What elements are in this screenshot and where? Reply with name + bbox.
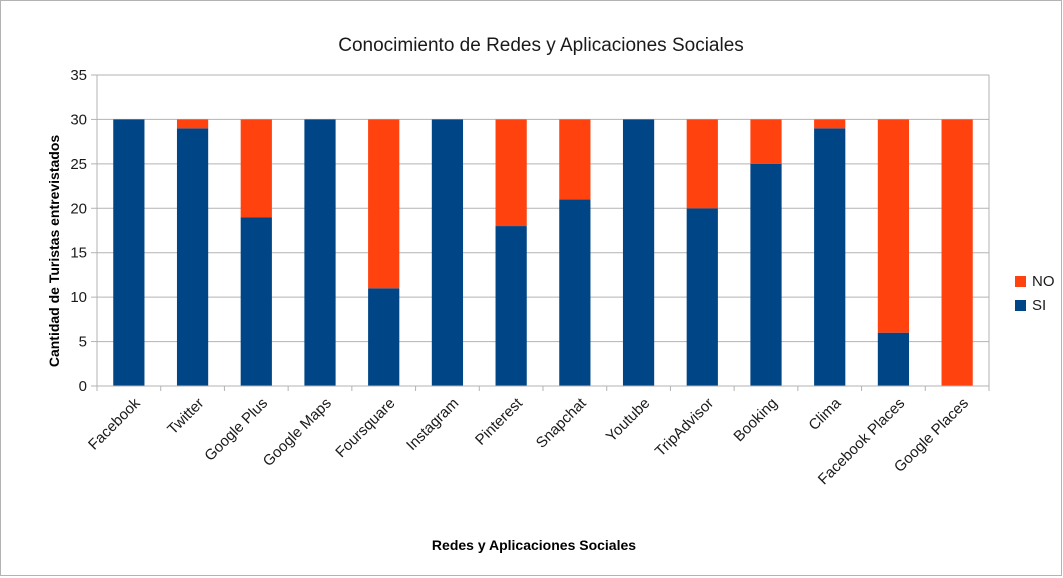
x-tick-label: Facebook xyxy=(85,394,144,453)
bar-si xyxy=(814,128,846,387)
legend-label-si: SI xyxy=(1032,297,1046,314)
x-tick-label: Clima xyxy=(805,394,845,434)
bar-si xyxy=(877,332,910,386)
x-axis-title: Redes y Aplicaciones Sociales xyxy=(432,537,636,553)
bar-si xyxy=(176,128,209,387)
legend-swatch-no xyxy=(1015,276,1026,287)
y-axis-title: Cantidad de Turistas entrevistados xyxy=(46,135,62,368)
x-tick-label: TripAdvisor xyxy=(652,395,717,460)
y-tick-label: 25 xyxy=(70,156,87,173)
y-tick-label: 35 xyxy=(70,67,87,84)
bar-no xyxy=(814,119,846,129)
x-tick-label: Snapchat xyxy=(533,394,590,451)
x-tick-label: Booking xyxy=(730,395,780,445)
y-tick-label: 0 xyxy=(79,378,87,395)
bar-si xyxy=(431,119,464,386)
x-tick-label: Youtube xyxy=(603,395,654,446)
bar-si xyxy=(240,217,272,386)
x-tick-label: Twitter xyxy=(164,395,207,438)
bar-no xyxy=(686,119,718,209)
legend-swatch-si xyxy=(1015,300,1026,311)
legend-label-no: NO xyxy=(1032,273,1055,290)
y-tick-label: 20 xyxy=(70,200,87,217)
bar-no xyxy=(877,119,910,333)
y-axis-ticks: 0 5 10 15 20 25 30 35 xyxy=(70,67,87,395)
grid-lines xyxy=(91,74,990,387)
y-tick-label: 10 xyxy=(70,289,87,306)
chart-title: Conocimiento de Redes y Aplicaciones Soc… xyxy=(338,35,744,56)
bar-no xyxy=(368,119,400,289)
bar-si xyxy=(113,119,145,386)
bar-si xyxy=(686,208,718,386)
bar-no xyxy=(176,119,209,129)
x-tick-label: Google Plus xyxy=(201,395,271,465)
bar-no xyxy=(495,119,527,227)
y-tick-label: 5 xyxy=(79,334,87,351)
bar-si xyxy=(368,288,400,386)
x-tick-label: Google Maps xyxy=(260,395,335,470)
bar-no xyxy=(240,119,272,218)
bar-si xyxy=(622,119,655,386)
bar-no xyxy=(750,119,782,164)
bar-si xyxy=(495,226,527,386)
bar-si xyxy=(304,119,336,386)
bar-si xyxy=(750,163,782,386)
bars xyxy=(113,119,973,387)
legend: NO SI xyxy=(1015,273,1055,314)
y-tick-label: 15 xyxy=(70,245,87,262)
bar-si xyxy=(559,199,591,386)
y-tick-label: 30 xyxy=(70,111,87,128)
x-tick-label: Instagram xyxy=(403,395,462,454)
bar-no xyxy=(559,119,591,200)
x-tick-label: Foursquare xyxy=(332,395,398,461)
x-tick-label: Pinterest xyxy=(472,394,526,448)
bar-no xyxy=(941,119,973,386)
